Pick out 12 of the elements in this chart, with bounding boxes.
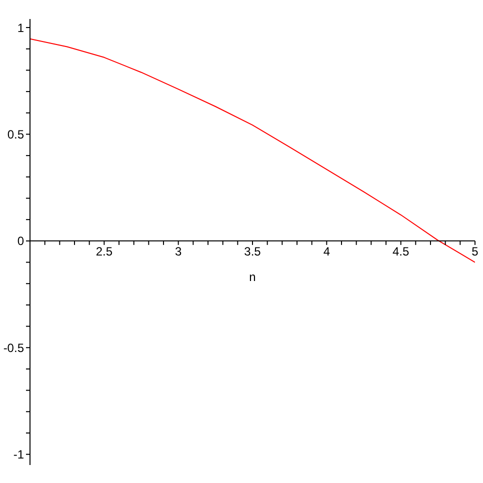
- y-tick-label: -0.5: [3, 340, 24, 355]
- y-tick-label: 0: [17, 234, 24, 248]
- y-tick-label: -1: [13, 448, 24, 462]
- x-tick-label: 5: [472, 244, 479, 258]
- x-axis-title: n: [249, 270, 256, 284]
- y-tick-label: 1: [17, 20, 24, 35]
- x-tick-label: 3: [175, 244, 182, 258]
- x-tick-label: 3.5: [244, 244, 262, 258]
- x-tick-label: 2.5: [96, 244, 113, 258]
- x-tick-label: 4: [323, 244, 330, 258]
- x-tick-label: 4.5: [392, 244, 410, 258]
- y-tick-label: 0.5: [7, 127, 24, 142]
